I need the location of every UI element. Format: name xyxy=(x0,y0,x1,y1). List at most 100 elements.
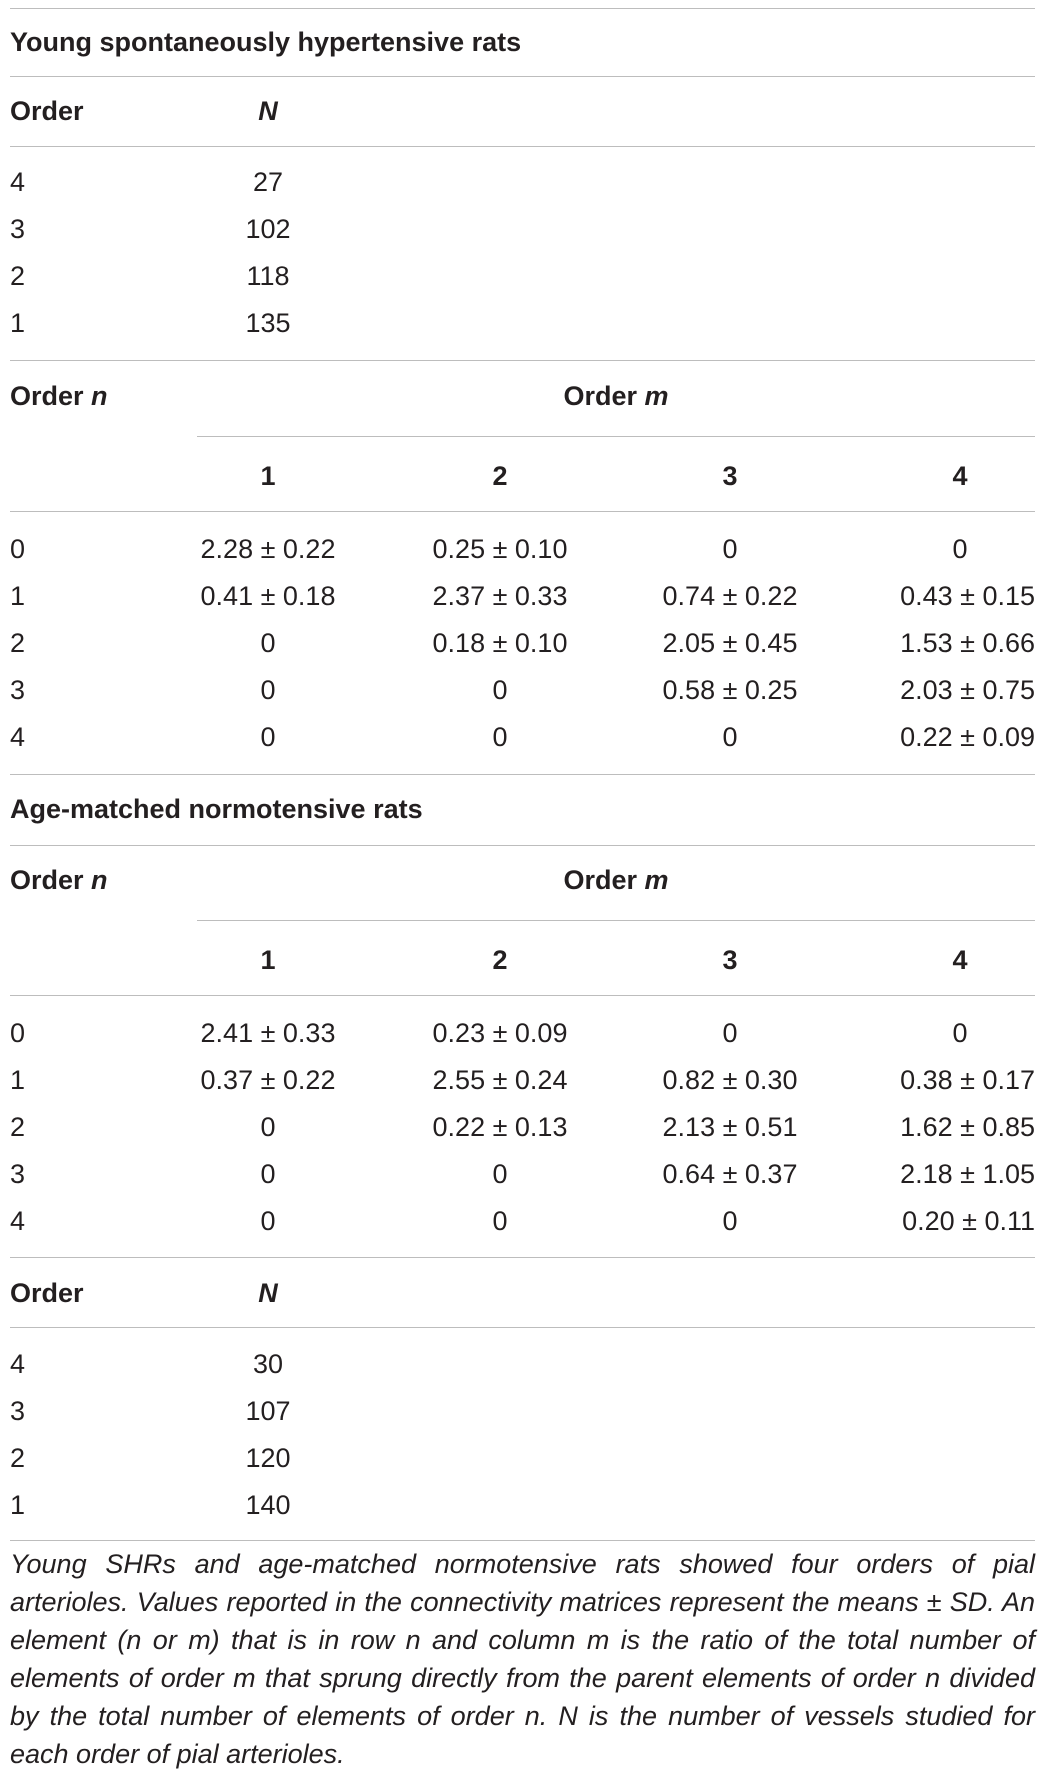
matrix-row-order: 4 xyxy=(10,1206,26,1236)
rule xyxy=(10,360,1035,361)
matrix-cell: 2.13 ± 0.51 xyxy=(662,1112,798,1142)
matrix-cell: 0.74 ± 0.22 xyxy=(662,581,798,611)
matrix-cell: 0 xyxy=(260,722,276,752)
n-variable: n xyxy=(91,865,108,895)
rule xyxy=(10,845,1035,846)
matrix-row-order: 0 xyxy=(10,1018,26,1048)
matrix-cell: 0.20 ± 0.11 xyxy=(902,1206,1035,1236)
matrix-cell: 0 xyxy=(492,675,508,705)
table-row-n: 102 xyxy=(245,214,291,244)
m-variable: m xyxy=(644,865,669,895)
matrix-row-header: Order n xyxy=(10,380,108,412)
matrix-cell: 0 xyxy=(722,1206,738,1236)
table-row-n: 107 xyxy=(245,1396,291,1426)
table-row-order: 3 xyxy=(10,1396,26,1426)
matrix-row-order: 4 xyxy=(10,722,26,752)
matrix-cell: 0 xyxy=(492,1206,508,1236)
matrix-cell: 0 xyxy=(722,722,738,752)
table-row-n: 27 xyxy=(252,167,284,197)
rule xyxy=(10,76,1035,77)
matrix-cell: 0.23 ± 0.09 xyxy=(432,1018,568,1048)
table-row-order: 3 xyxy=(10,214,26,244)
matrix-cell: 0 xyxy=(260,675,276,705)
rule xyxy=(10,146,1035,147)
matrix-cell: 0.43 ± 0.15 xyxy=(900,581,1035,611)
col-header: 1 xyxy=(260,461,276,491)
matrix-col-header: Order m xyxy=(563,380,668,412)
table-row-order: 1 xyxy=(10,1490,26,1520)
col-header: 3 xyxy=(722,945,738,975)
m-variable: m xyxy=(644,381,669,411)
matrix-cell: 2.41 ± 0.33 xyxy=(200,1018,336,1048)
matrix-cell: 0 xyxy=(722,1018,738,1048)
matrix-row-order: 2 xyxy=(10,628,26,658)
rule xyxy=(10,774,1035,775)
table-row-order: 4 xyxy=(10,167,26,197)
n-header: N xyxy=(258,96,278,126)
matrix-col-header: Order m xyxy=(563,864,668,896)
matrix-cell: 0 xyxy=(260,1159,276,1189)
table-footnote: Young SHRs and age-matched normotensive … xyxy=(10,1549,1035,1769)
table-row-n: 140 xyxy=(245,1490,291,1520)
matrix-cell: 2.55 ± 0.24 xyxy=(432,1065,568,1095)
matrix-cell: 0.64 ± 0.37 xyxy=(662,1159,798,1189)
order-header: Order xyxy=(10,1278,84,1308)
col-header: 2 xyxy=(492,461,508,491)
order-label: Order xyxy=(10,381,84,411)
table-row-order: 4 xyxy=(10,1349,26,1379)
n-header: N xyxy=(258,1278,278,1308)
matrix-cell: 2.18 ± 1.05 xyxy=(900,1159,1035,1189)
col-header: 1 xyxy=(260,945,276,975)
section-title-nr: Age-matched normotensive rats xyxy=(10,794,423,824)
matrix-cell: 2.28 ± 0.22 xyxy=(200,534,336,564)
col-header: 2 xyxy=(492,945,508,975)
table-row-n: 135 xyxy=(245,308,291,338)
table-row-order: 2 xyxy=(10,1443,26,1473)
table-row-n: 30 xyxy=(252,1349,284,1379)
table-row-order: 2 xyxy=(10,261,26,291)
rule xyxy=(10,1540,1035,1541)
rule xyxy=(10,1257,1035,1258)
matrix-cell: 2.03 ± 0.75 xyxy=(900,675,1035,705)
matrix-row-order: 3 xyxy=(10,675,26,705)
matrix-cell: 0.22 ± 0.09 xyxy=(900,722,1035,752)
order-header: Order xyxy=(10,96,84,126)
rule xyxy=(197,436,1035,437)
table-row-order: 1 xyxy=(10,308,26,338)
col-header: 4 xyxy=(952,461,968,491)
matrix-cell: 0.82 ± 0.30 xyxy=(662,1065,798,1095)
order-label: Order xyxy=(563,381,637,411)
matrix-cell: 0.58 ± 0.25 xyxy=(662,675,798,705)
matrix-row-order: 1 xyxy=(10,581,26,611)
order-label: Order xyxy=(563,865,637,895)
section-title-shr: Young spontaneously hypertensive rats xyxy=(10,27,522,57)
matrix-cell: 0 xyxy=(260,628,276,658)
matrix-row-header: Order n xyxy=(10,864,108,896)
matrix-row-order: 3 xyxy=(10,1159,26,1189)
matrix-cell: 0.22 ± 0.13 xyxy=(432,1112,568,1142)
matrix-cell: 1.62 ± 0.85 xyxy=(900,1112,1035,1142)
col-header: 3 xyxy=(722,461,738,491)
matrix-cell: 0 xyxy=(492,1159,508,1189)
table-frame: Young spontaneously hypertensive rats Or… xyxy=(10,0,1035,1778)
rule xyxy=(10,995,1035,996)
matrix-row-order: 2 xyxy=(10,1112,26,1142)
matrix-cell: 0 xyxy=(260,1112,276,1142)
matrix-cell: 0 xyxy=(492,722,508,752)
col-header: 4 xyxy=(952,945,968,975)
rule xyxy=(197,920,1035,921)
matrix-cell: 0.38 ± 0.17 xyxy=(900,1065,1035,1095)
matrix-cell: 0.18 ± 0.10 xyxy=(432,628,568,658)
matrix-cell: 2.37 ± 0.33 xyxy=(432,581,568,611)
matrix-cell: 0 xyxy=(722,534,738,564)
matrix-cell: 0 xyxy=(260,1206,276,1236)
matrix-cell: 2.05 ± 0.45 xyxy=(662,628,798,658)
rule xyxy=(10,511,1035,512)
matrix-cell: 0 xyxy=(952,534,968,564)
matrix-cell: 1.53 ± 0.66 xyxy=(900,628,1035,658)
matrix-cell: 0.25 ± 0.10 xyxy=(432,534,568,564)
matrix-cell: 0.41 ± 0.18 xyxy=(200,581,336,611)
rule xyxy=(10,1327,1035,1328)
matrix-cell: 0.37 ± 0.22 xyxy=(200,1065,336,1095)
matrix-row-order: 1 xyxy=(10,1065,26,1095)
